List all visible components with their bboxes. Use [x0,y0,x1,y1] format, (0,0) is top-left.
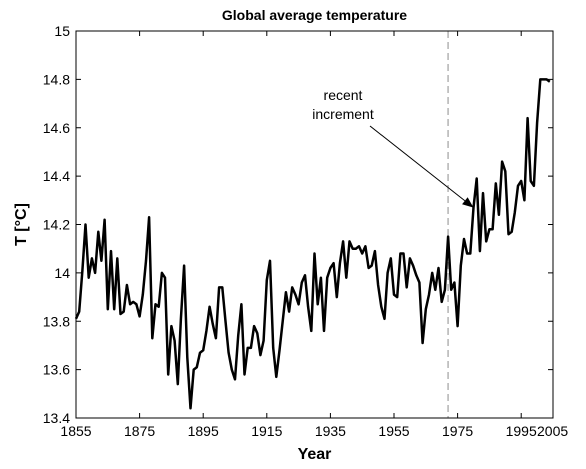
x-tick-label: 1995 [506,423,537,439]
x-tick-label: 2005 [537,423,568,439]
y-axis-label: T [°C] [13,203,30,246]
y-tick-label: 14.2 [43,217,70,233]
y-tick-label: 14.8 [43,71,70,87]
annotation-line-1: recent [324,87,363,103]
y-tick-label: 13.8 [43,313,70,329]
y-tick-label: 15 [54,23,70,39]
series-line [74,78,551,410]
x-tick-label: 1915 [251,423,282,439]
y-tick-label: 13.4 [43,410,70,426]
y-tick-label: 14.6 [43,120,70,136]
y-axis-ticks: 13.4 13.6 13.8 14 14.2 14.4 14.6 14.8 15 [43,23,553,426]
x-tick-label: 1855 [60,423,91,439]
chart-title: Global average temperature [222,7,407,23]
x-tick-label: 1875 [124,423,155,439]
x-tick-label: 1935 [315,423,346,439]
y-tick-label: 14.4 [43,168,70,184]
annotation-arrowhead [462,197,474,208]
x-axis-ticks: 1855 1875 1895 1915 1935 1955 1975 1995 2005 [60,31,568,439]
annotation-line-2: increment [312,106,374,122]
y-tick-label: 14 [54,265,70,281]
y-tick-label: 13.6 [43,362,70,378]
x-tick-label: 1955 [378,423,409,439]
x-tick-label: 1895 [188,423,219,439]
plot-frame [75,30,554,419]
x-axis-label: Year [298,446,332,463]
annotation-arrow [369,125,466,202]
x-tick-label: 1975 [442,423,473,439]
